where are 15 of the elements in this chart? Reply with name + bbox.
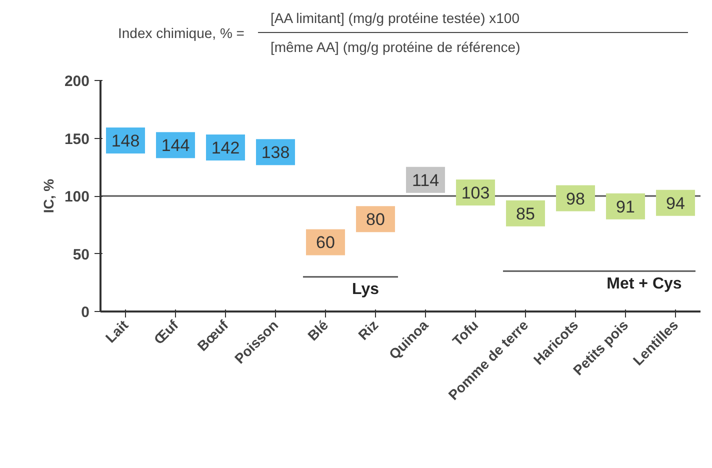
x-tick-label: Blé	[304, 316, 332, 344]
annotation: Lys	[352, 281, 380, 298]
x-tick-label: Tofu	[449, 316, 482, 349]
x-tick-label: Lait	[102, 316, 132, 346]
y-tick-label: 200	[64, 73, 90, 90]
y-tick-label: 50	[72, 246, 90, 264]
text: [même AA] (mg/g protéine de référence)	[269, 38, 520, 57]
chart-title: Index chimique, % =	[118, 24, 244, 42]
annotation: Met + Cys	[606, 275, 682, 292]
y-axis-title: IC, %	[40, 178, 56, 214]
y-tick-label: 100	[64, 188, 90, 206]
y-tick-label: 0	[81, 304, 90, 321]
y-tick-label: 150	[64, 130, 90, 148]
chart-subtitle: [AA limitant] (mg/g protéine testée) x100	[258, 8, 688, 33]
x-tick-label: Riz	[354, 316, 382, 344]
